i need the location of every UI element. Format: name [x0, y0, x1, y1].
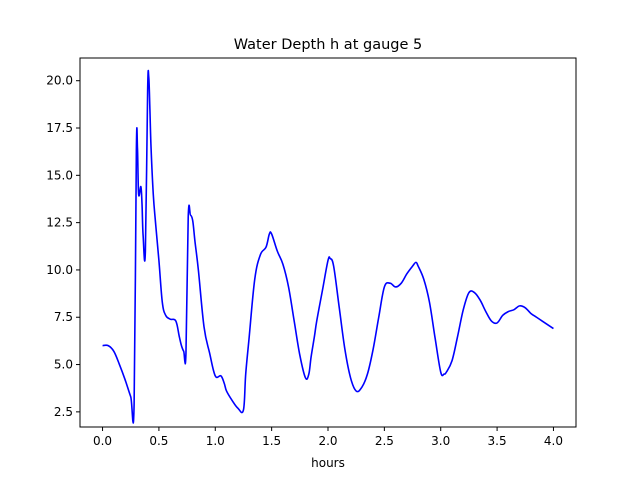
- series-line: [102, 69, 554, 424]
- y-tick-label: 17.5: [46, 121, 73, 135]
- y-tick-label: 7.5: [54, 310, 73, 324]
- y-tick-label: 20.0: [46, 74, 73, 88]
- x-tick-label: 2.5: [375, 434, 394, 448]
- x-tick-label: 3.0: [431, 434, 450, 448]
- x-tick-label: 3.5: [488, 434, 507, 448]
- plot-area: [102, 69, 554, 424]
- x-axis-label: hours: [311, 456, 345, 470]
- y-tick-label: 10.0: [46, 263, 73, 277]
- x-tick-label: 0.0: [93, 434, 112, 448]
- y-tick-label: 15.0: [46, 168, 73, 182]
- x-tick-label: 1.5: [262, 434, 281, 448]
- x-tick-label: 4.0: [544, 434, 563, 448]
- x-tick-label: 1.0: [206, 434, 225, 448]
- chart-title: Water Depth h at gauge 5: [234, 37, 422, 53]
- y-tick-label: 5.0: [54, 358, 73, 372]
- axis-ticks: 0.0 0.5 1.0 1.5 2.0 2.5 3.0 3.5 4.0 2.5 5.0 7.5 10.0…: [46, 74, 563, 448]
- axes-frame: [79, 57, 577, 428]
- y-tick-label: 12.5: [46, 216, 73, 230]
- x-tick-label: 0.5: [149, 434, 168, 448]
- y-tick-label: 2.5: [54, 405, 73, 419]
- x-tick-label: 2.0: [318, 434, 337, 448]
